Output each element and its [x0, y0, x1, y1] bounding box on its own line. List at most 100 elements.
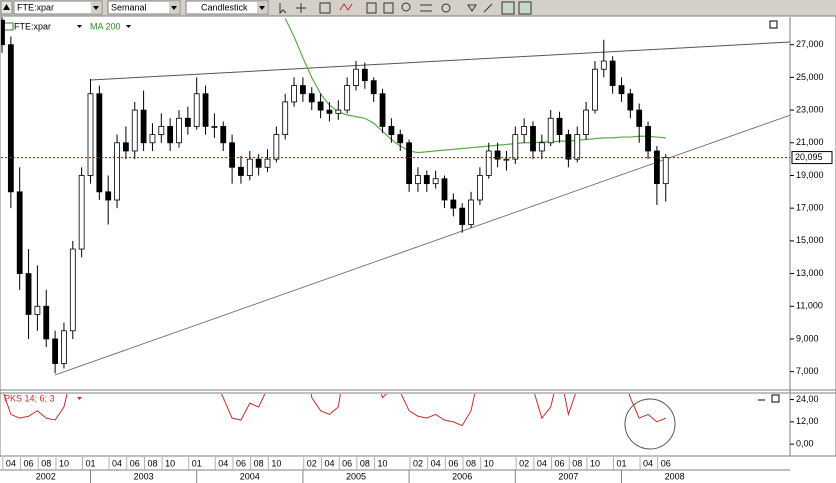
candle-body	[556, 117, 563, 136]
year-label: 2004	[240, 471, 260, 481]
legend-dropdown[interactable]	[77, 397, 82, 400]
x-tick-label: 01	[616, 458, 626, 468]
indicator-label[interactable]: PKS 14; 6; 3	[4, 393, 55, 403]
y-tick-label: 23,000	[796, 104, 824, 114]
period-combo[interactable]	[107, 0, 181, 15]
candle-body	[158, 126, 165, 136]
legend-dropdown[interactable]	[77, 25, 82, 28]
candle-body	[494, 150, 501, 160]
y-tick-label: 21,000	[796, 137, 824, 147]
candle-body	[176, 117, 182, 144]
text-tool[interactable]	[383, 2, 394, 14]
x-tick-label: 08	[360, 458, 370, 468]
x-tick-label: 02	[307, 458, 317, 468]
maximize-button[interactable]	[771, 394, 780, 403]
candle-body	[264, 158, 271, 168]
candle-body	[370, 80, 377, 95]
symbol-text: FTE:xpar	[17, 2, 54, 12]
maximize-button[interactable]	[769, 20, 778, 29]
chart-area	[0, 15, 836, 459]
x-tick-label: 06	[448, 458, 458, 468]
fit-tool[interactable]	[501, 1, 515, 15]
x-tick-label: 10	[590, 458, 600, 468]
x-tick-label: 08	[466, 458, 476, 468]
candle-body	[574, 134, 581, 160]
candle-body	[140, 109, 147, 144]
style-combo[interactable]	[185, 0, 269, 15]
candle-body	[521, 126, 528, 136]
candle-body	[379, 93, 386, 127]
candle-body	[229, 142, 236, 168]
year-label: 2008	[665, 471, 685, 481]
shape-tool[interactable]	[441, 3, 451, 13]
pointer-tool[interactable]	[279, 3, 287, 15]
x-tick-label: 04	[324, 458, 334, 468]
candle-body	[459, 207, 466, 225]
candle-body	[211, 126, 218, 128]
y-tick-label: 25,000	[796, 72, 824, 82]
icon	[3, 4, 10, 10]
year-label: 2006	[452, 471, 472, 481]
color-tool[interactable]	[467, 4, 477, 12]
y-tick-label: 12,00	[796, 416, 819, 426]
candle-body	[317, 101, 324, 111]
icon	[171, 6, 177, 10]
legend-icon	[3, 22, 14, 31]
candle-body	[202, 93, 209, 127]
candle-body	[105, 191, 112, 201]
x-tick-label: 04	[112, 458, 122, 468]
draw-tool[interactable]	[339, 3, 353, 11]
price-label: 20,095	[795, 152, 823, 162]
cross-tool[interactable]	[296, 3, 306, 13]
symbol-combo[interactable]	[13, 0, 103, 15]
candle-body	[344, 85, 351, 111]
candle-body	[87, 93, 94, 176]
candle-body	[131, 109, 138, 152]
legend-entry[interactable]: FTE:xpar	[14, 21, 51, 31]
candle-body	[468, 199, 474, 225]
candle-body	[662, 157, 669, 185]
candle-body	[361, 68, 368, 82]
candle-body	[34, 305, 41, 315]
price-label-box	[791, 151, 833, 165]
candle-body	[583, 109, 589, 136]
year-label: 2007	[558, 471, 578, 481]
candle-body	[96, 93, 103, 193]
year-label: 2003	[134, 471, 154, 481]
scale-tool[interactable]	[420, 4, 432, 12]
legend-dropdown[interactable]	[126, 25, 131, 28]
price-panel	[1, 17, 790, 376]
x-tick-label: 02	[519, 458, 529, 468]
y-tick-label: 7,000	[796, 366, 819, 376]
candle-body	[353, 68, 359, 86]
candle-body	[69, 248, 76, 332]
x-tick-label: 06	[555, 458, 565, 468]
candle-body	[423, 175, 430, 185]
y-tick-label: 0,00	[796, 439, 814, 449]
candle-body	[123, 142, 129, 152]
candle-body	[530, 126, 536, 152]
candle-body	[618, 85, 625, 95]
x-tick-label: 06	[342, 458, 352, 468]
legend-entry[interactable]: MA 200	[90, 21, 121, 31]
info-tool[interactable]	[366, 2, 377, 14]
icon	[259, 6, 265, 10]
candle-body	[114, 142, 120, 201]
erase-tool[interactable]	[483, 3, 493, 13]
x-tick-label: 08	[147, 458, 157, 468]
candle-body	[238, 166, 244, 176]
zoom-tool[interactable]	[401, 2, 411, 12]
x-tick-label: 04	[218, 458, 228, 468]
x-tick-label: 04	[643, 458, 653, 468]
candle-body	[1, 19, 5, 46]
indicator-panel	[3, 394, 666, 427]
candle-body	[16, 191, 23, 274]
grid-tool[interactable]	[319, 2, 331, 14]
candle-body	[78, 175, 85, 250]
x-tick-label: 10	[165, 458, 175, 468]
trend-line	[90, 41, 790, 81]
candle-body	[600, 60, 607, 70]
lock-tool[interactable]	[518, 1, 532, 15]
